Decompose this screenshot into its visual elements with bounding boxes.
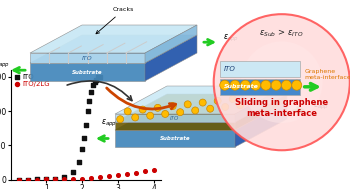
Text: ITO: ITO (224, 66, 236, 72)
ITO (43, 178, 49, 181)
Text: $\varepsilon_{app}$: $\varepsilon_{app}$ (101, 118, 117, 129)
ITO (17, 178, 22, 181)
ITO/2LG (142, 170, 148, 173)
ITO/2LG (151, 169, 157, 172)
ITO (96, 76, 101, 79)
Text: Substrate: Substrate (72, 70, 103, 74)
Text: ITO: ITO (82, 56, 93, 60)
Polygon shape (115, 94, 287, 122)
Circle shape (162, 110, 169, 117)
Circle shape (139, 106, 146, 113)
Circle shape (222, 103, 229, 110)
Polygon shape (30, 25, 197, 53)
Circle shape (124, 108, 131, 115)
ITO (83, 123, 89, 126)
Circle shape (240, 80, 250, 90)
Polygon shape (30, 35, 197, 63)
Text: Graphene
meta-interface: Graphene meta-interface (305, 69, 350, 80)
Text: $\varepsilon_{app}$: $\varepsilon_{app}$ (0, 59, 10, 70)
ITO/2LG (43, 178, 49, 181)
ITO/2LG (79, 177, 85, 180)
ITO (62, 176, 67, 179)
Text: ITO: ITO (170, 115, 180, 121)
Polygon shape (145, 35, 197, 81)
Polygon shape (115, 130, 235, 147)
ITO/2LG (17, 178, 22, 181)
Circle shape (132, 114, 139, 121)
Text: Cracks: Cracks (96, 7, 134, 34)
Legend: ITO, ITO/2LG: ITO, ITO/2LG (14, 73, 51, 88)
ITO (76, 161, 82, 164)
Circle shape (184, 101, 191, 108)
Circle shape (251, 80, 261, 90)
ITO/2LG (124, 172, 130, 175)
Circle shape (214, 14, 350, 150)
Circle shape (292, 80, 302, 90)
ITO (26, 178, 31, 181)
Circle shape (271, 80, 281, 90)
ITO (94, 78, 99, 81)
Circle shape (229, 96, 236, 103)
Circle shape (147, 112, 154, 119)
ITO/2LG (97, 176, 103, 179)
ITO (79, 147, 85, 150)
Polygon shape (30, 63, 145, 81)
Circle shape (237, 102, 244, 109)
Text: $\varepsilon_{Sub}$ > $\varepsilon_{ITO}$: $\varepsilon_{Sub}$ > $\varepsilon_{ITO}… (259, 27, 304, 39)
Circle shape (117, 116, 124, 123)
FancyBboxPatch shape (220, 79, 300, 95)
ITO/2LG (62, 178, 67, 181)
ITO/2LG (106, 175, 112, 178)
ITO (97, 75, 103, 78)
Circle shape (199, 99, 206, 106)
ITO (70, 170, 76, 174)
ITO (88, 90, 94, 93)
ITO (81, 137, 87, 140)
Circle shape (177, 109, 184, 116)
Polygon shape (115, 86, 287, 114)
ITO (85, 109, 90, 112)
Circle shape (281, 80, 292, 90)
Text: $\varepsilon_{app}$: $\varepsilon_{app}$ (223, 33, 239, 44)
Circle shape (214, 97, 221, 104)
ITO (52, 177, 58, 180)
Text: Substrate: Substrate (160, 136, 190, 141)
Circle shape (169, 103, 176, 110)
Polygon shape (235, 102, 287, 147)
ITO (35, 178, 40, 181)
ITO (86, 99, 92, 102)
Circle shape (154, 104, 161, 111)
ITO/2LG (115, 173, 121, 176)
Text: Sliding in graphene
meta-interface: Sliding in graphene meta-interface (235, 98, 328, 118)
ITO/2LG (35, 178, 40, 181)
ITO (92, 80, 98, 83)
Polygon shape (115, 102, 287, 130)
Polygon shape (235, 94, 287, 130)
Polygon shape (115, 122, 235, 130)
ITO/2LG (52, 178, 58, 181)
Circle shape (261, 80, 271, 90)
Circle shape (192, 107, 199, 114)
Circle shape (241, 41, 323, 123)
ITO/2LG (133, 171, 139, 174)
Circle shape (220, 80, 230, 90)
Polygon shape (30, 53, 145, 63)
Polygon shape (235, 86, 287, 122)
Polygon shape (145, 25, 197, 63)
ITO/2LG (26, 178, 31, 181)
Text: Substrate: Substrate (224, 84, 259, 89)
ITO/2LG (70, 177, 76, 180)
FancyBboxPatch shape (220, 61, 300, 77)
Polygon shape (115, 114, 235, 122)
Text: $\varepsilon_{app}$: $\varepsilon_{app}$ (313, 101, 329, 112)
ITO (90, 84, 96, 87)
Circle shape (230, 80, 240, 90)
Circle shape (207, 105, 214, 112)
ITO/2LG (88, 177, 94, 180)
